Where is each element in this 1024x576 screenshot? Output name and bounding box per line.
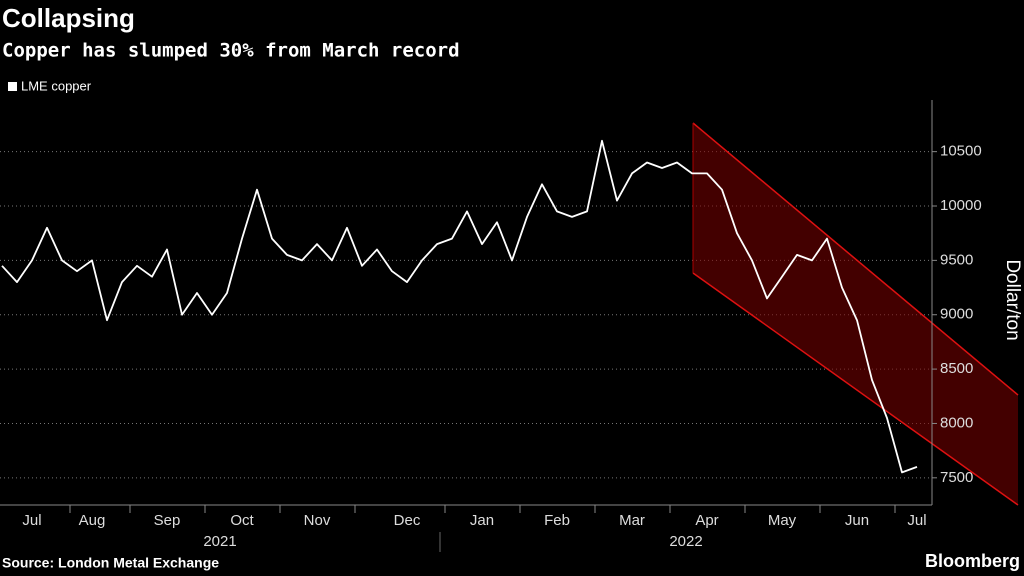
legend-swatch — [8, 82, 17, 91]
year-label: 2022 — [669, 533, 702, 550]
brand: Bloomberg — [925, 551, 1020, 571]
x-tick-label: Jan — [470, 512, 494, 529]
x-tick-label: Feb — [544, 512, 570, 529]
trend-lower — [692, 272, 1019, 506]
x-tick-label: Jul — [907, 512, 926, 529]
y-tick-label: 8000 — [940, 414, 973, 431]
x-tick-label: Sep — [154, 512, 181, 529]
source: Source: London Metal Exchange — [2, 555, 219, 571]
x-tick-label: May — [768, 512, 797, 529]
trend-channel — [693, 123, 1018, 505]
y-axis-title: Dollar/ton — [1002, 259, 1023, 340]
y-tick-label: 10500 — [940, 143, 982, 160]
x-tick-label: Apr — [695, 512, 718, 529]
y-tick-label: 7500 — [940, 469, 973, 486]
series-line — [1, 139, 918, 474]
year-label: 2021 — [203, 533, 236, 550]
y-tick-label: 9500 — [940, 251, 973, 268]
x-tick-label: Oct — [230, 512, 254, 529]
x-tick-label: Jul — [22, 512, 41, 529]
legend-label: LME copper — [21, 78, 92, 93]
y-tick-label: 9000 — [940, 306, 973, 323]
x-tick-label: Dec — [394, 512, 421, 529]
y-tick-label: 10000 — [940, 197, 982, 214]
y-tick-label: 8500 — [940, 360, 973, 377]
trend-upper — [692, 122, 1019, 396]
chart-title: Collapsing — [2, 3, 135, 33]
x-tick-label: Nov — [304, 512, 331, 529]
x-tick-label: Jun — [845, 512, 869, 529]
x-tick-label: Aug — [79, 512, 106, 529]
chart-subtitle: Copper has slumped 30% from March record — [2, 40, 460, 62]
x-tick-label: Mar — [619, 512, 645, 529]
